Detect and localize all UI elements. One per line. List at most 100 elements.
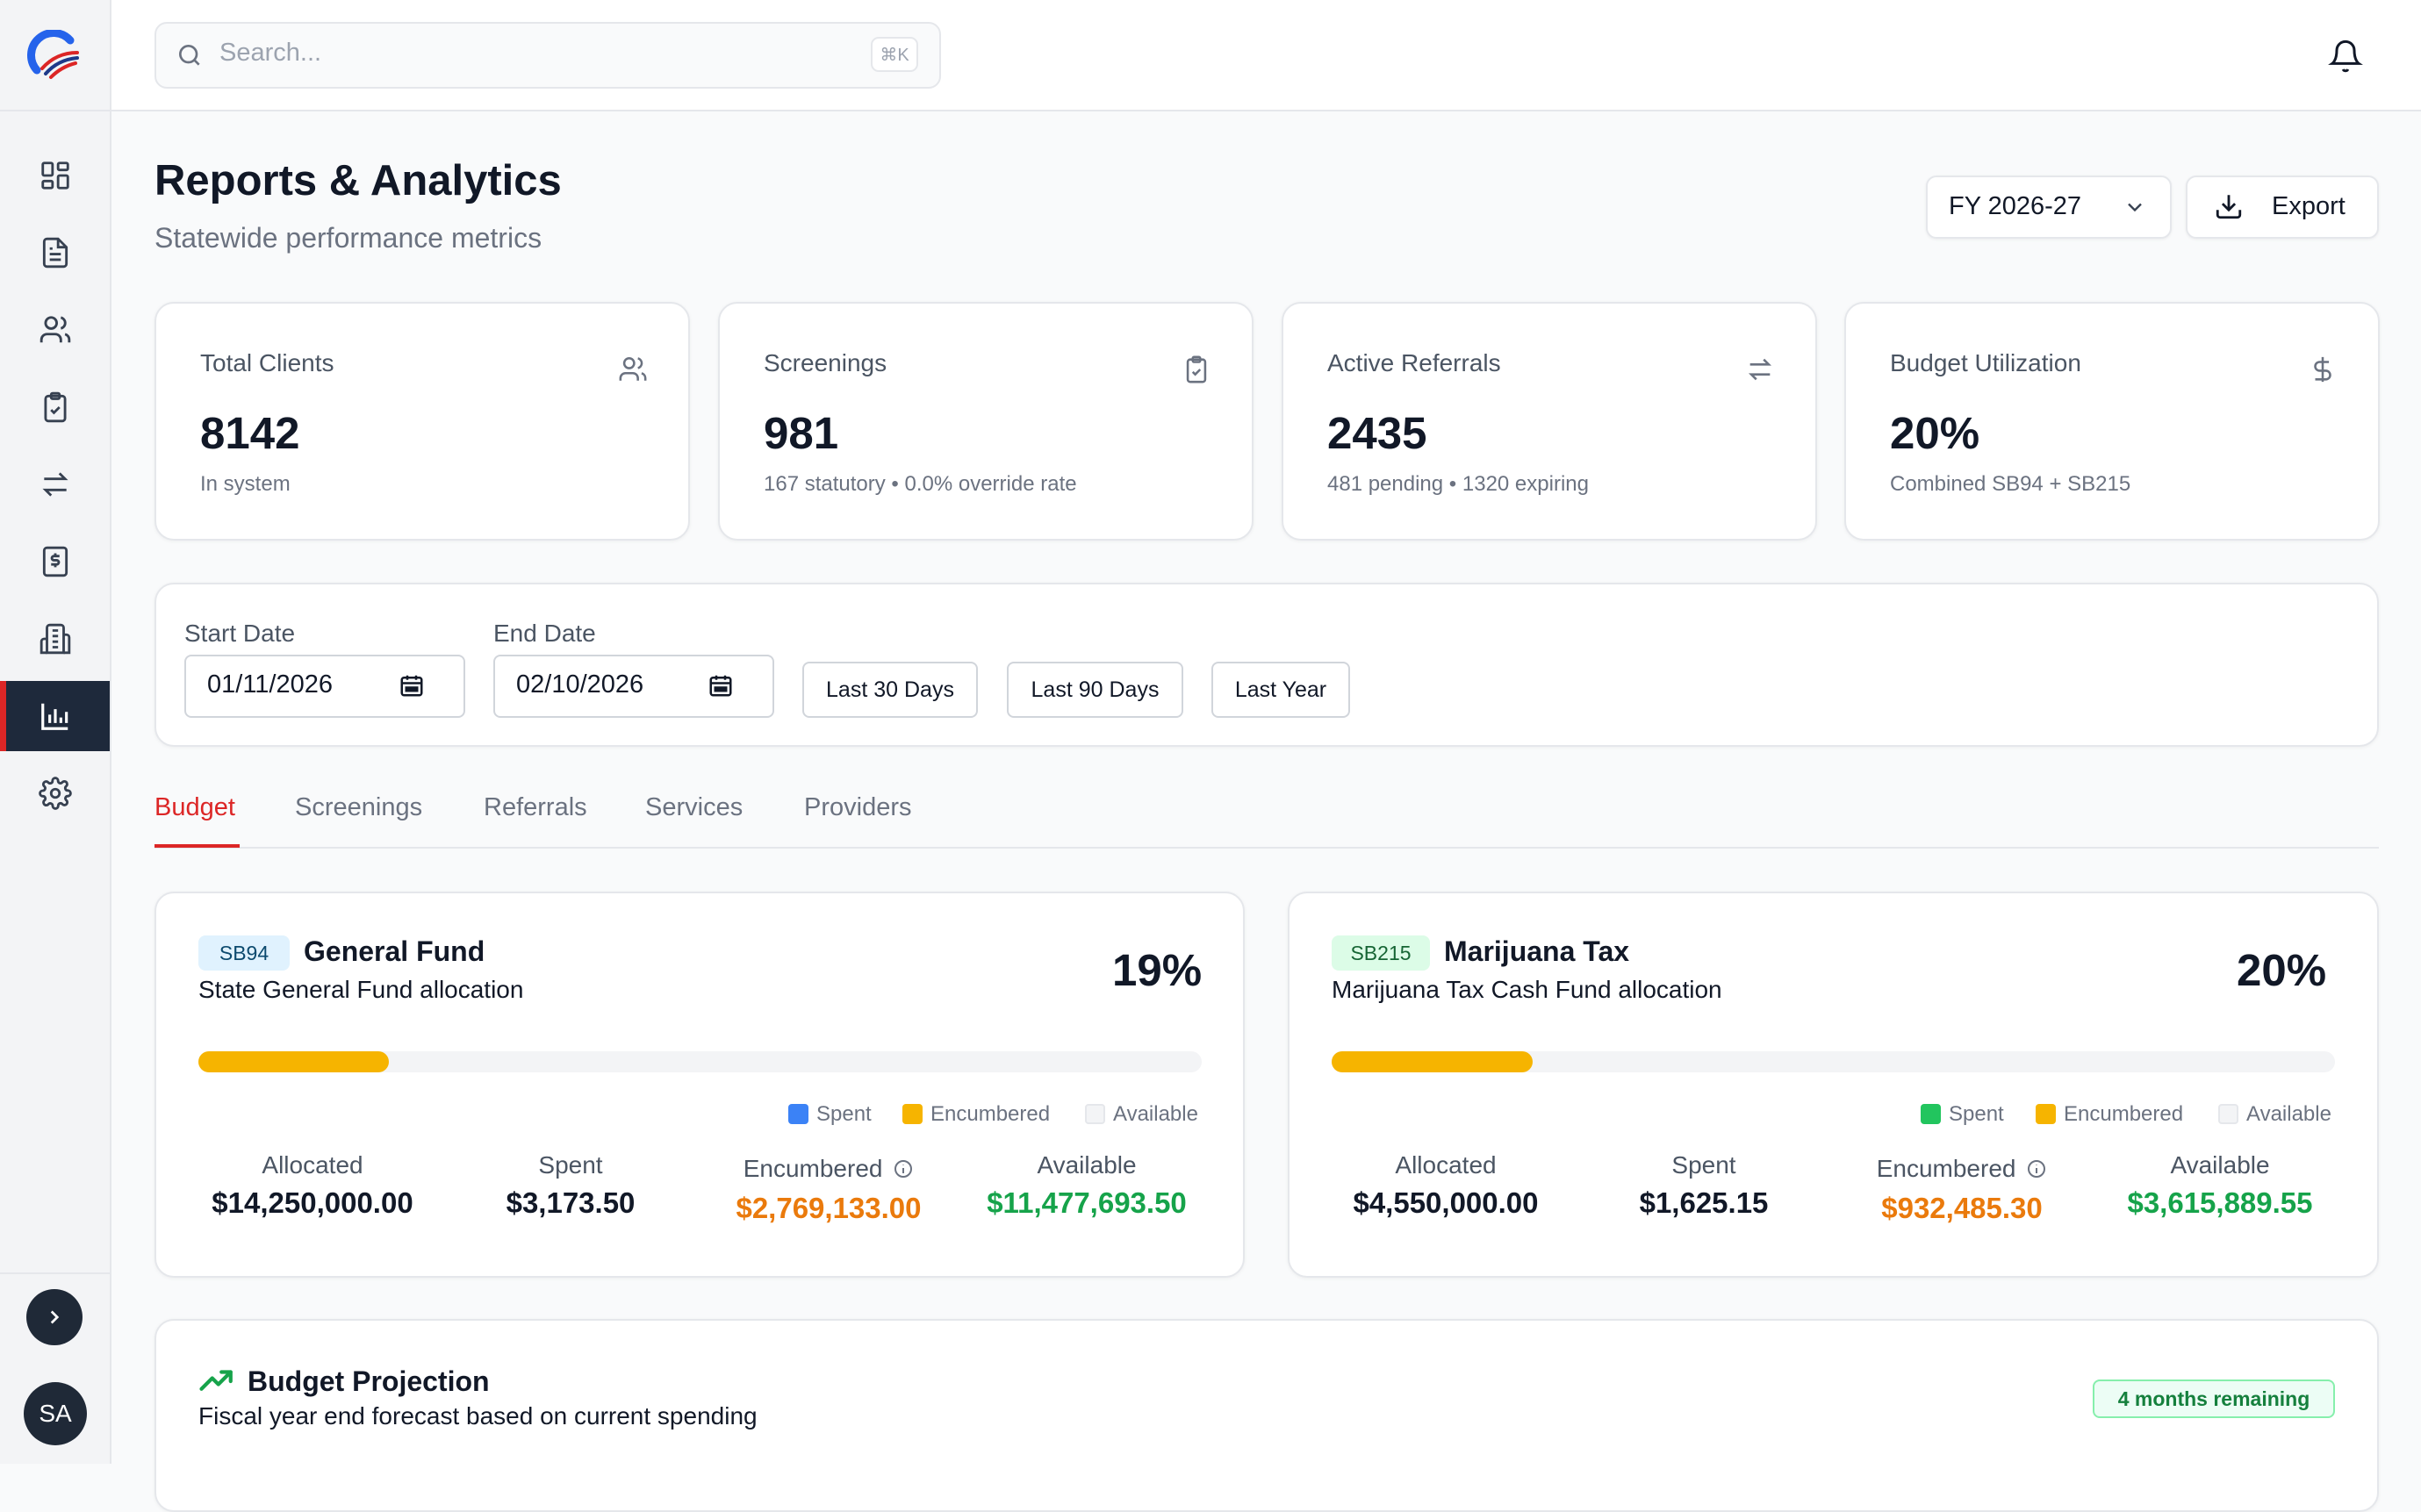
legend-available-swatch bbox=[2218, 1104, 2238, 1124]
last-90-days-button[interactable]: Last 90 Days bbox=[1007, 662, 1183, 718]
calendar-icon[interactable] bbox=[708, 672, 734, 699]
info-icon[interactable] bbox=[893, 1158, 914, 1179]
users-icon bbox=[39, 313, 72, 347]
sidebar-item-settings[interactable] bbox=[0, 758, 110, 828]
allocated-label: Allocated bbox=[1395, 1151, 1497, 1179]
spent-value: $3,173.50 bbox=[506, 1186, 636, 1219]
search-icon bbox=[176, 41, 204, 69]
allocated-value: $14,250,000.00 bbox=[212, 1186, 413, 1219]
notifications-button[interactable] bbox=[2328, 39, 2363, 74]
fund-progress-track bbox=[1332, 1051, 2335, 1072]
available-label: Available bbox=[2170, 1151, 2270, 1179]
app-logo[interactable] bbox=[26, 30, 79, 81]
arrows-swap-icon bbox=[39, 468, 72, 501]
fund-utilization-percent: 19% bbox=[1112, 945, 1203, 995]
trending-up-icon bbox=[198, 1365, 235, 1397]
clipboard-check-icon bbox=[39, 391, 72, 424]
tab-screenings[interactable]: Screenings bbox=[295, 793, 423, 821]
stat-value: 2435 bbox=[1327, 408, 1427, 458]
stat-value: 8142 bbox=[200, 408, 300, 458]
page-subtitle: Statewide performance metrics bbox=[154, 222, 542, 254]
dashboard-icon bbox=[39, 159, 72, 192]
calendar-icon[interactable] bbox=[399, 672, 425, 699]
export-button[interactable] bbox=[2186, 176, 2379, 239]
legend-encumbered-swatch bbox=[902, 1104, 923, 1124]
fund-description: Marijuana Tax Cash Fund allocation bbox=[1332, 976, 1722, 1003]
end-date-input[interactable] bbox=[493, 655, 774, 718]
sidebar-item-screenings[interactable] bbox=[0, 372, 110, 442]
stat-card-screenings: Screenings 981 167 statutory • 0.0% over… bbox=[718, 302, 1254, 541]
sidebar-item-dashboard[interactable] bbox=[0, 140, 110, 211]
encumbered-label-text: Encumbered bbox=[1876, 1155, 2016, 1182]
available-label: Available bbox=[1037, 1151, 1137, 1179]
stat-title: Total Clients bbox=[200, 349, 334, 376]
legend-spent-label: Spent bbox=[1949, 1102, 2004, 1126]
expand-sidebar-button[interactable] bbox=[26, 1289, 83, 1345]
avatar[interactable]: SA bbox=[24, 1382, 87, 1445]
stat-subtext: 481 pending • 1320 expiring bbox=[1327, 472, 1589, 496]
allocated-label: Allocated bbox=[262, 1151, 363, 1179]
search-input[interactable] bbox=[154, 22, 941, 89]
building-icon bbox=[39, 622, 72, 656]
fund-utilization-percent: 20% bbox=[2237, 945, 2327, 995]
end-date-label: End Date bbox=[493, 620, 596, 647]
legend-available-label: Available bbox=[1113, 1102, 1198, 1126]
stat-value: 20% bbox=[1890, 408, 1980, 458]
stat-subtext: 167 statutory • 0.0% override rate bbox=[764, 472, 1077, 496]
sidebar-item-billing[interactable] bbox=[0, 527, 110, 597]
stat-card-total-clients: Total Clients 8142 In system bbox=[154, 302, 690, 541]
fund-card-general-fund bbox=[154, 892, 1245, 1278]
sidebar-item-providers[interactable] bbox=[0, 604, 110, 674]
encumbered-label-text: Encumbered bbox=[743, 1155, 883, 1182]
sidebar-item-clients[interactable] bbox=[0, 295, 110, 365]
legend-encumbered-label: Encumbered bbox=[930, 1102, 1051, 1126]
stat-subtext: Combined SB94 + SB215 bbox=[1890, 472, 2131, 496]
sidebar-item-reports[interactable] bbox=[0, 681, 110, 751]
search-placeholder: Search... bbox=[219, 39, 322, 67]
fund-title: Marijuana Tax bbox=[1444, 935, 1630, 967]
legend-spent-label: Spent bbox=[816, 1102, 872, 1126]
encumbered-label: Encumbered bbox=[697, 1155, 960, 1183]
fiscal-year-value: FY 2026-27 bbox=[1949, 192, 2082, 220]
legend-available-swatch bbox=[1085, 1104, 1105, 1124]
tab-providers[interactable]: Providers bbox=[804, 793, 912, 821]
start-date-value: 01/11/2026 bbox=[207, 670, 333, 699]
tab-services[interactable]: Services bbox=[645, 793, 744, 821]
tabs-divider bbox=[154, 847, 2379, 849]
fund-badge: SB94 bbox=[198, 935, 290, 971]
stat-subtext: In system bbox=[200, 472, 291, 496]
clipboard-check-icon bbox=[1182, 355, 1211, 384]
encumbered-value: $932,485.30 bbox=[1881, 1192, 2043, 1224]
legend-spent-swatch bbox=[1921, 1104, 1941, 1124]
export-label: Export bbox=[2272, 192, 2346, 220]
last-30-days-button[interactable]: Last 30 Days bbox=[802, 662, 978, 718]
stat-title: Active Referrals bbox=[1327, 349, 1501, 376]
chevron-down-icon bbox=[2123, 195, 2147, 219]
fund-card-marijuana-tax bbox=[1288, 892, 2379, 1278]
fund-description: State General Fund allocation bbox=[198, 976, 524, 1003]
fund-title: General Fund bbox=[304, 935, 485, 967]
available-value: $3,615,889.55 bbox=[2127, 1186, 2313, 1219]
legend-encumbered-swatch bbox=[2036, 1104, 2056, 1124]
bar-chart-icon bbox=[39, 699, 72, 733]
info-icon[interactable] bbox=[2026, 1158, 2047, 1179]
chevron-right-icon bbox=[43, 1306, 66, 1329]
allocated-value: $4,550,000.00 bbox=[1353, 1186, 1539, 1219]
logo-area bbox=[0, 0, 111, 111]
sidebar-item-documents[interactable] bbox=[0, 218, 110, 288]
end-date-value: 02/10/2026 bbox=[516, 670, 644, 699]
encumbered-value: $2,769,133.00 bbox=[736, 1192, 922, 1224]
tab-referrals[interactable]: Referrals bbox=[484, 793, 587, 821]
fund-badge: SB215 bbox=[1332, 935, 1430, 971]
sidebar-item-referrals[interactable] bbox=[0, 449, 110, 520]
receipt-dollar-icon bbox=[39, 545, 72, 578]
spent-label: Spent bbox=[1671, 1151, 1736, 1179]
users-icon bbox=[618, 355, 648, 384]
encumbered-label: Encumbered bbox=[1830, 1155, 2094, 1183]
start-date-input[interactable] bbox=[184, 655, 465, 718]
last-year-button[interactable]: Last Year bbox=[1211, 662, 1350, 718]
sidebar-footer: SA bbox=[0, 1272, 111, 1464]
tab-budget[interactable]: Budget bbox=[154, 793, 235, 821]
page-title: Reports & Analytics bbox=[154, 157, 562, 204]
sidebar: SA bbox=[0, 0, 111, 1464]
